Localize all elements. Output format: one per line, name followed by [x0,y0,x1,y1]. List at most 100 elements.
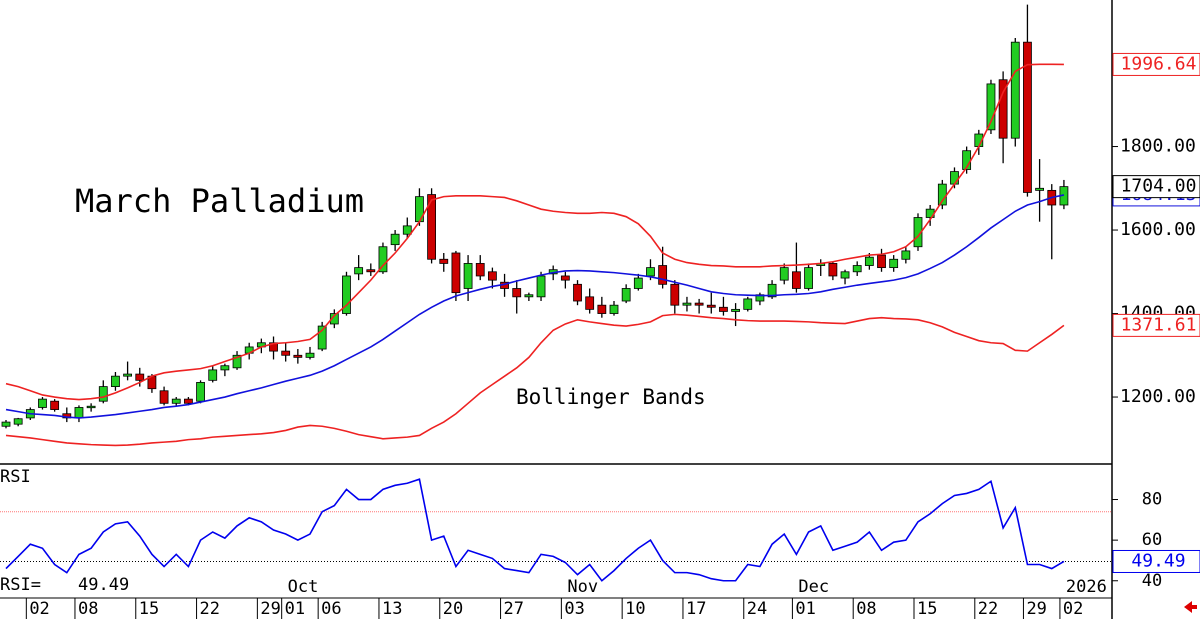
candle-body [694,302,704,306]
last-value-box [1112,549,1200,573]
x-tick-label: 01 [795,599,815,619]
candle-body [366,269,376,273]
candle-body [986,83,996,131]
y-tick-label: 40 [1142,571,1162,591]
candle-body [475,263,485,277]
month-label: Oct [288,577,319,597]
candle-body [317,325,327,350]
y-tick-label: 1200.00 [1120,386,1196,407]
candle-body [609,304,619,314]
candle-body [159,390,169,404]
bollinger-middle [5,194,1065,419]
candle-body [828,263,838,277]
x-tick-label: 15 [917,599,937,619]
candle-body [864,256,874,266]
last-value-label: 1704.00 [1121,176,1197,197]
last-value-box [1112,175,1200,199]
x-tick-label: 02 [29,599,49,619]
x-tick-label: 20 [443,599,463,619]
candle-body [1035,187,1044,191]
x-tick-label: 08 [856,599,876,619]
x-tick-label: 29 [260,599,280,619]
candle-body [852,265,862,273]
x-tick-label: 22 [978,599,998,619]
candle-body [901,250,911,260]
rsi-readout-label: RSI= [0,575,41,595]
candle-body [354,267,364,275]
last-value-label: 49.49 [1131,550,1185,571]
candle-body [171,398,181,404]
candle-body [1,421,11,427]
x-tick-label: 24 [747,599,767,619]
candle-body [950,171,959,185]
annotation: Bollinger Bands [516,385,706,409]
candle-body [86,405,96,409]
candle-body [439,258,449,264]
candle-body [597,304,607,314]
candle-body [682,302,692,306]
candle-body [378,246,388,273]
candle-body [293,354,303,358]
x-tick-label: 27 [504,599,524,619]
candle-body [767,283,777,298]
y-tick-label: 1600.00 [1120,219,1196,240]
candle-body [719,306,728,312]
candle-body [1010,41,1020,139]
x-tick-label: 08 [78,599,98,619]
candle-body [633,277,643,289]
candle-body [731,308,740,312]
y-tick-label: 60 [1142,530,1162,550]
candle-body [232,354,242,369]
candle-body [390,233,400,246]
x-tick-label: 15 [139,599,159,619]
candle-body [1023,41,1032,193]
candle-body [305,352,315,358]
x-tick-label: 01 [285,599,305,619]
candle-body [755,294,765,302]
candle-body [646,267,655,277]
bollinger-band [5,313,1065,447]
last-value-label: 1371.61 [1121,314,1197,335]
scroll-arrow[interactable] [1184,601,1197,613]
y-tick-label: 80 [1142,490,1162,510]
candle-body [840,271,850,279]
candle-body [183,398,193,404]
candle-body [123,373,132,377]
candle-body [658,265,668,285]
month-label: Nov [567,577,598,597]
candle-body [50,400,60,410]
x-tick-label: 22 [200,599,220,619]
candle-body [269,342,278,352]
candle-body [585,296,595,310]
candle-body [536,275,546,298]
last-value-box [1112,52,1200,76]
x-tick-label: 06 [321,599,341,619]
candle-body [706,304,716,308]
candle-body [792,271,801,289]
last-value-label: 1996.64 [1121,53,1197,74]
candle-body [342,275,351,314]
bollinger-band [5,63,1064,401]
x-tick-label: 29 [1026,599,1046,619]
candle-body [111,375,120,387]
x-tick-label: 02 [1063,599,1083,619]
candle-body [451,252,461,294]
month-label: 2026 [1066,577,1107,597]
x-tick-label: 13 [382,599,402,619]
candle-body [998,79,1008,139]
rsi-line [5,478,1065,582]
candle-body [427,194,437,260]
chart-title: March Palladium [75,182,364,220]
x-tick-label: 03 [564,599,584,619]
month-label: Dec [798,577,829,597]
last-value-box [1112,313,1200,337]
candle-body [560,275,570,281]
candle-body [463,263,473,289]
candle-body [208,369,218,381]
candle-body [670,283,680,306]
candle-body [329,313,339,325]
candle-body [196,382,205,402]
candle-body [889,258,899,269]
